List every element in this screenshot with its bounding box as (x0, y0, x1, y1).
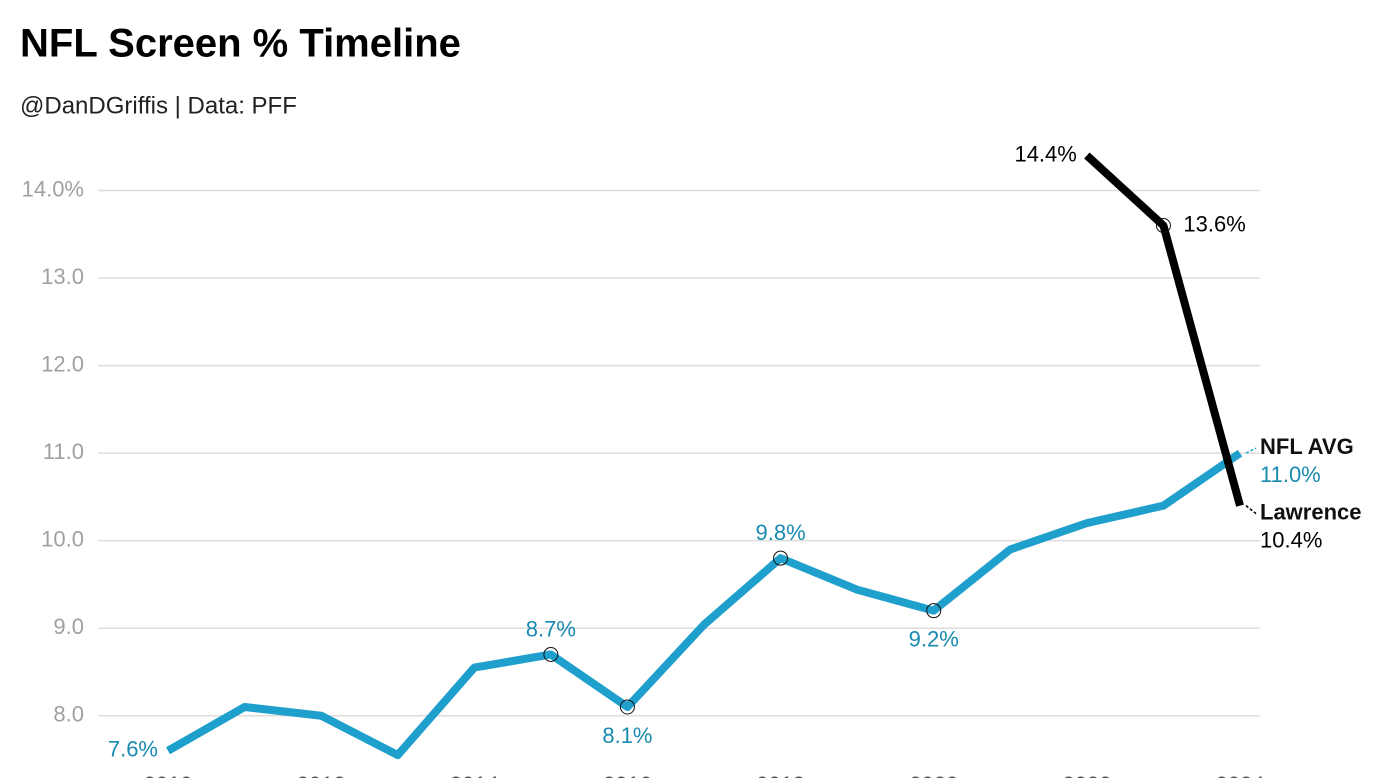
data-label: 7.6% (108, 737, 158, 762)
x-tick-label: 2024 (1216, 772, 1265, 778)
series-name: Lawrence (1260, 499, 1362, 524)
y-tick-label: 11.0 (43, 439, 84, 464)
x-tick-label: 2018 (756, 772, 805, 778)
line-series (1084, 152, 1244, 507)
x-tick-label: 2014 (450, 772, 499, 778)
x-tick-label: 2010 (144, 772, 193, 778)
series-name: NFL AVG (1260, 434, 1354, 459)
data-label: 8.1% (602, 723, 652, 748)
x-tick-label: 2022 (1062, 772, 1111, 778)
y-tick-label: 13.0 (41, 264, 84, 289)
y-tick-label: 8.0 (53, 702, 84, 727)
data-label: 9.8% (755, 520, 805, 545)
point-marker (543, 646, 559, 662)
y-tick-label: 14.0% (22, 176, 84, 201)
line-series (166, 449, 1243, 760)
data-label: 9.2% (909, 626, 959, 651)
chart-title: NFL Screen % Timeline (20, 22, 461, 66)
data-label: 14.4% (1014, 141, 1076, 166)
point-marker (926, 603, 942, 619)
data-label: 11.0% (1260, 462, 1321, 487)
x-tick-label: 2020 (909, 772, 958, 778)
data-label: 8.7% (526, 616, 576, 641)
label-connector (1245, 447, 1257, 454)
point-marker (773, 550, 789, 566)
point-marker (1155, 218, 1171, 234)
x-tick-label: 2016 (603, 772, 652, 778)
data-label: 10.4% (1260, 527, 1322, 552)
point-marker (619, 699, 635, 715)
y-tick-label: 9.0 (53, 614, 84, 639)
x-tick-label: 2012 (297, 772, 346, 778)
label-connector (1245, 505, 1257, 515)
chart-subtitle: @DanDGriffis | Data: PFF (20, 92, 297, 119)
y-tick-label: 12.0 (41, 351, 84, 376)
data-label: 13.6% (1183, 211, 1245, 236)
y-tick-label: 10.0 (41, 526, 84, 551)
